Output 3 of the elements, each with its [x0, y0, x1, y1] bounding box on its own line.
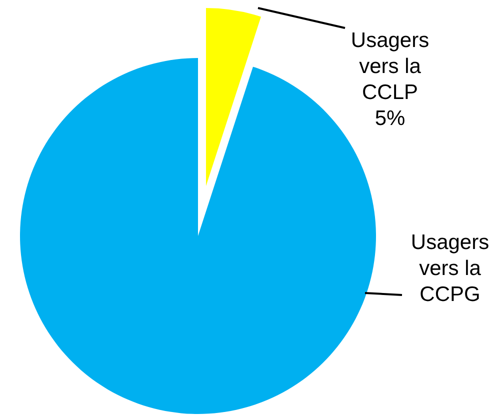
slice-label: Usagers vers la CCPG [410, 231, 490, 306]
slice-label: Usagers vers la CCLP [350, 29, 430, 104]
data-label: 5% [374, 107, 406, 130]
